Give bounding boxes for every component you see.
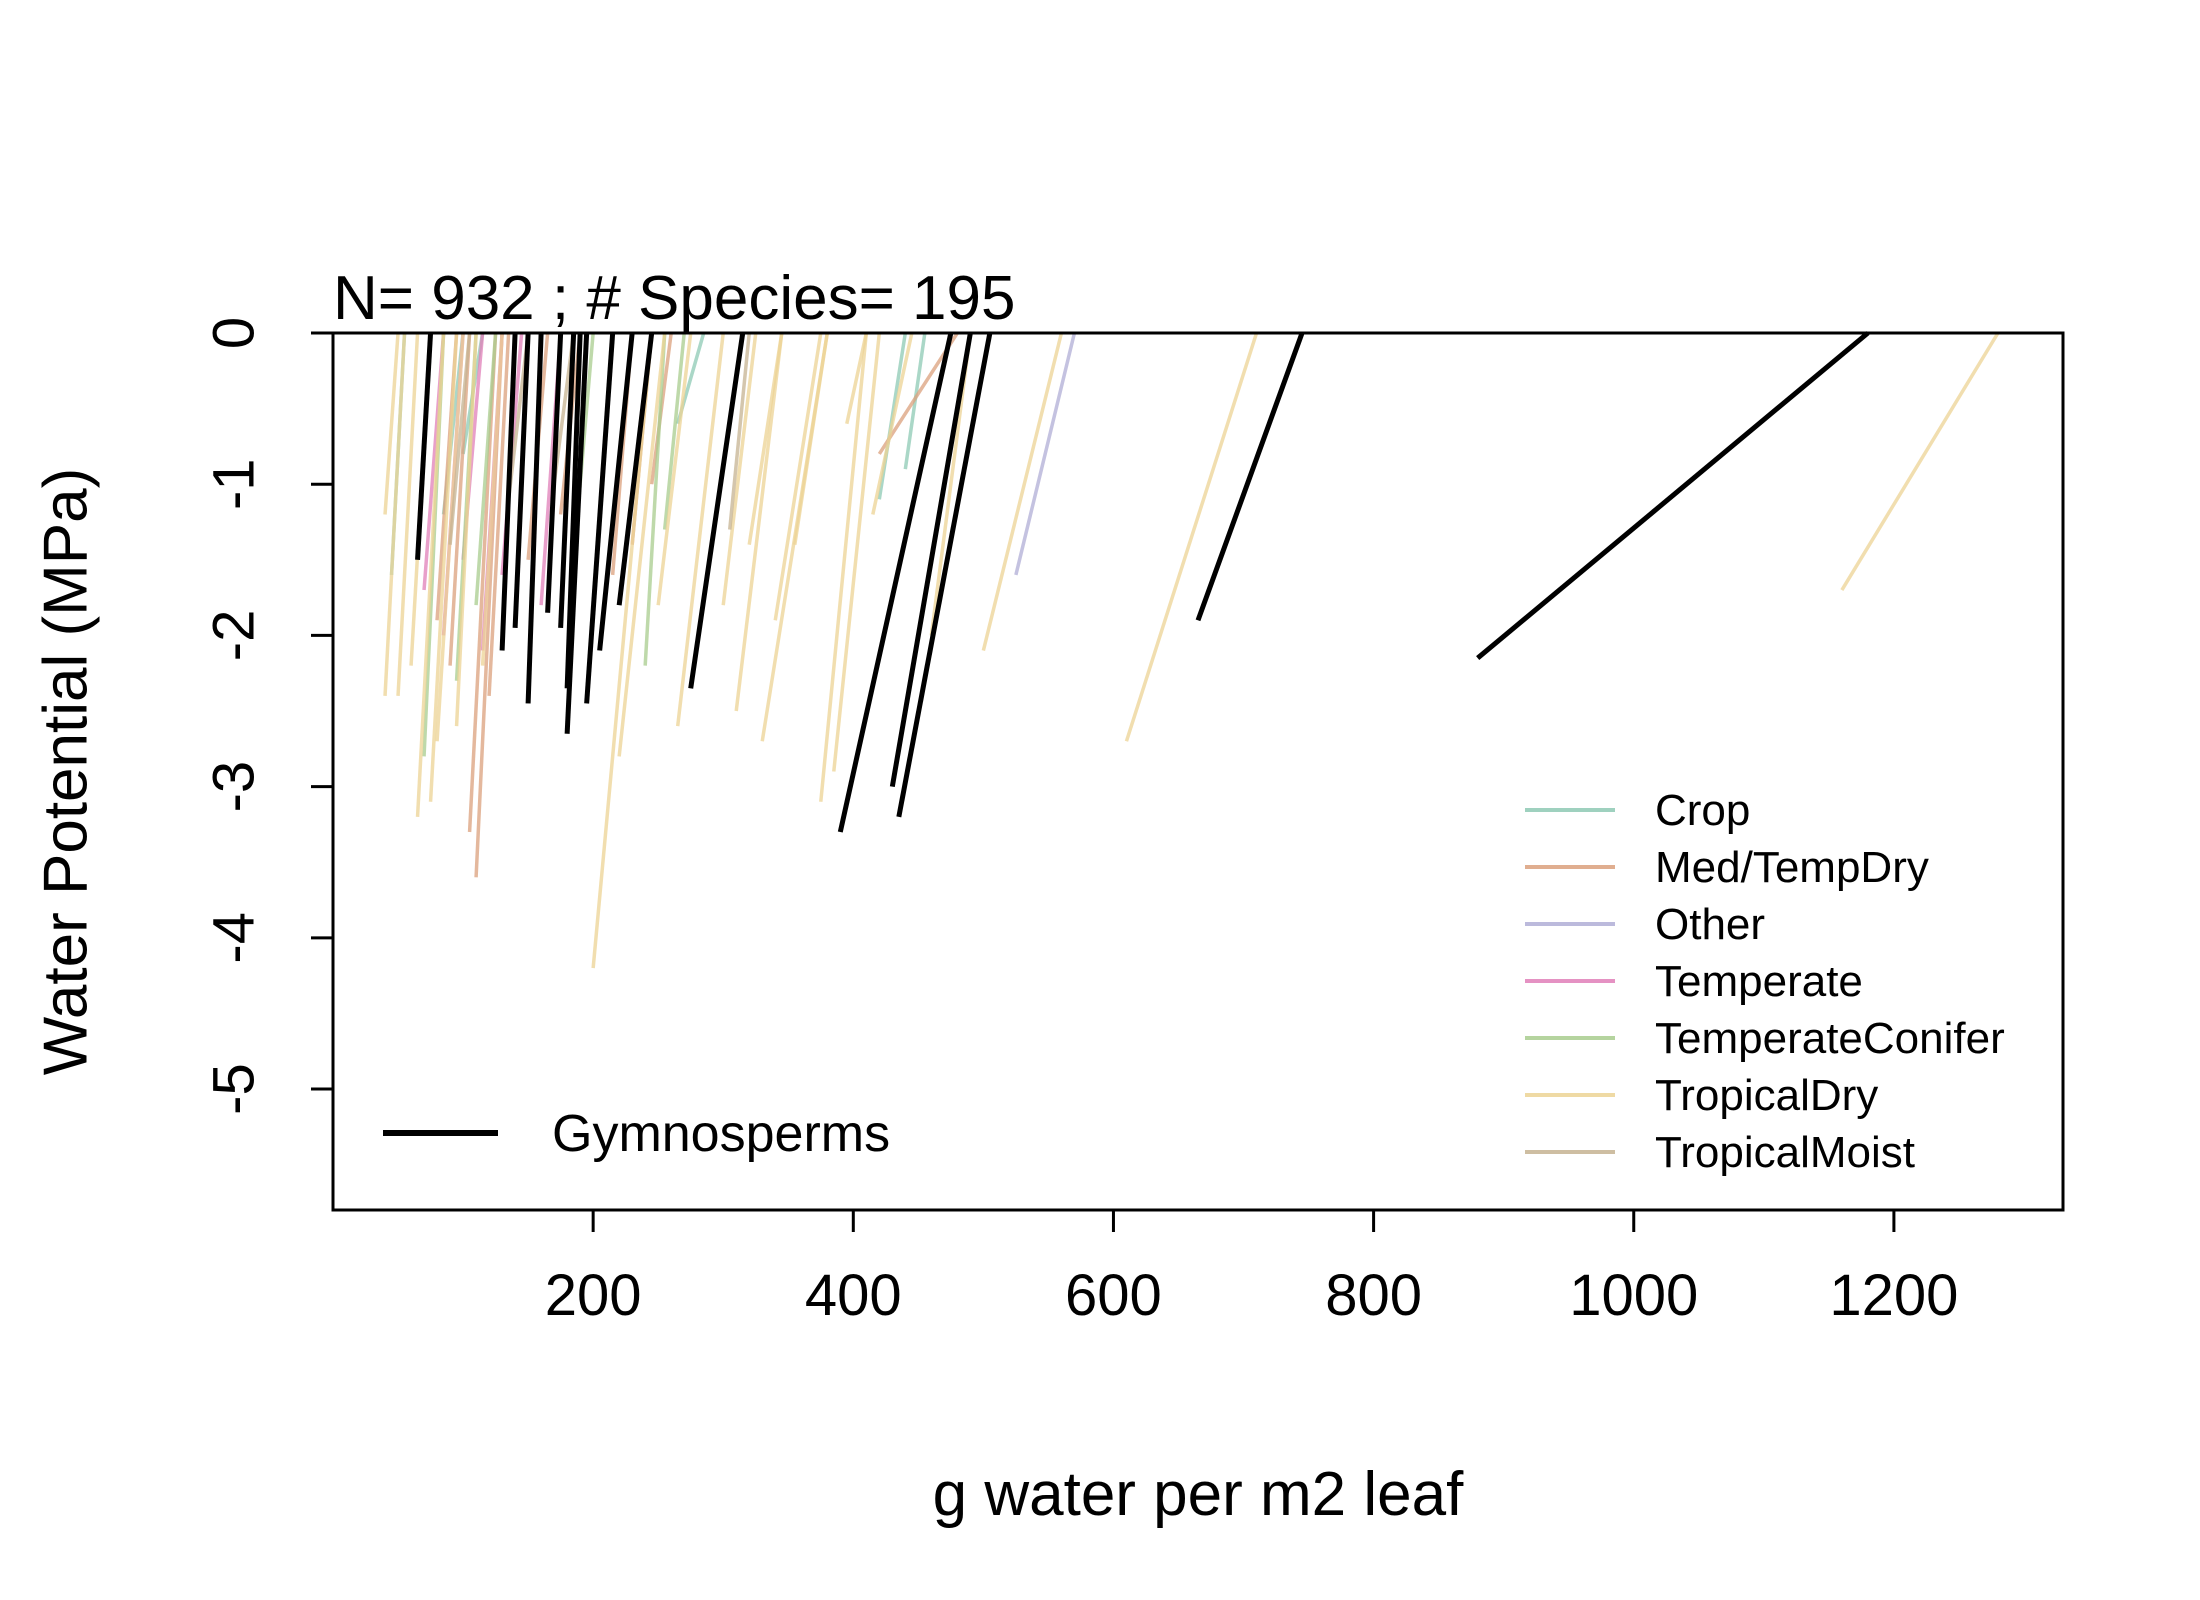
series-tropicaldry-segment-19 (819, 332, 869, 802)
legend-label-crop: Crop (1655, 786, 1750, 835)
series-tropicaldry-segment-2 (396, 332, 420, 696)
x-tick-label-800: 800 (1325, 1263, 1422, 1328)
series-gymnosperms-segment-7 (564, 332, 590, 734)
series-gymnosperms-segment-2 (512, 332, 531, 628)
legend-label-tropicaldry: TropicalDry (1655, 1071, 1878, 1120)
series-tropicaldry-segment-11 (656, 332, 693, 606)
y-tick-label--2: -2 (201, 610, 266, 662)
series-gymnosperms-segment-1 (499, 332, 518, 651)
x-axis: 200 400 600 800 1000 1200 (545, 1210, 1958, 1328)
series-gymnosperms-segment-15 (1195, 332, 1305, 622)
series-tropicaldry-segment-13 (721, 332, 758, 606)
legend-label-temperateconifer: TemperateConifer (1655, 1014, 2005, 1063)
series-tropicaldry-segment-1 (383, 332, 400, 515)
series-tropicaldry-segment-4 (415, 332, 446, 817)
series-tropicaldry-segment-10 (617, 332, 667, 757)
series-gymnosperms-segment-11 (688, 332, 746, 689)
series-gymnosperms-segment-4 (545, 332, 564, 613)
series-tropicaldry-segment-8 (480, 332, 504, 666)
y-axis: 0 -1 -2 -3 -4 -5 (201, 317, 333, 1115)
series-gymnosperms-segment-10 (616, 332, 655, 606)
series-gymnosperms-segment-3 (525, 332, 544, 704)
series-gymnosperms-segment-9 (597, 332, 635, 651)
series-tropicaldry-segment-7 (454, 332, 478, 727)
series-gymnosperms-segment-0 (415, 332, 434, 560)
series-tropicaldry-segment-5 (428, 332, 459, 802)
plot-frame (331, 331, 2065, 1212)
series-tropicaldry-segment-20 (832, 332, 882, 772)
plot-lines (383, 331, 2000, 969)
y-tick-label--3: -3 (201, 761, 266, 813)
y-axis-label: Water Potential (MPa) (32, 468, 101, 1076)
legend-label-tropicalmoist: TropicalMoist (1655, 1128, 1915, 1177)
series-tropicaldry-segment-0 (383, 332, 407, 696)
series-tropicaldry-segment-22 (871, 332, 914, 515)
series-gymnosperms-segment-5 (558, 332, 577, 628)
series-tropicaldry-segment-12 (675, 332, 725, 727)
series-temperateconifer-segment-5 (662, 332, 686, 530)
series-other-segment-0 (1014, 332, 1077, 576)
x-tick-label-600: 600 (1065, 1263, 1162, 1328)
x-tick-label-1000: 1000 (1569, 1263, 1698, 1328)
legend-label-other: Other (1655, 900, 1765, 949)
series-tropicaldry-segment-15 (747, 332, 784, 545)
series-temperateconifer-segment-4 (643, 332, 667, 666)
series-tropicaldry-segment-26 (1840, 332, 2000, 591)
series-gymnosperms-segment-16 (1476, 331, 1870, 661)
legend-groups: Crop Med/TempDry Other Temperate TemperateCo… (1525, 786, 2005, 1177)
series-tropicaldry-segment-14 (734, 332, 784, 712)
series-gymnosperms-segment-13 (889, 332, 973, 788)
series-tropicaldry-segment-17 (773, 332, 823, 621)
y-tick-label--5: -5 (201, 1063, 266, 1115)
series-tropicaldry-segment-9 (591, 332, 654, 969)
legend-gymnosperms-label: Gymnosperms (552, 1105, 890, 1163)
chart-title: N= 932 ; # Species= 195 (333, 264, 1015, 333)
x-tick-label-1200: 1200 (1829, 1263, 1958, 1328)
series-tropicalmoist-segment-0 (448, 332, 472, 545)
y-tick-label--1: -1 (201, 458, 266, 510)
series-gymnosperms-segment-14 (896, 332, 993, 818)
series-tropicaldry-segment-21 (845, 332, 869, 425)
series-gymnosperms-segment-8 (584, 332, 616, 704)
series-med-tempdry-segment-4 (487, 332, 511, 696)
series-gymnosperms-segment-6 (564, 332, 583, 689)
x-tick-label-200: 200 (545, 1263, 642, 1328)
series-tropicaldry-segment-18 (793, 332, 830, 545)
series-tropicaldry-segment-24 (981, 332, 1064, 651)
legend-label-temperate: Temperate (1655, 957, 1863, 1006)
series-tropicaldry-segment-25 (1124, 332, 1259, 742)
legend-gymnosperms: Gymnosperms (383, 1105, 890, 1163)
series-tropicalmoist-segment-3 (727, 332, 751, 530)
series-med-tempdry-segment-1 (448, 332, 472, 666)
x-tick-label-400: 400 (805, 1263, 902, 1328)
series-gymnosperms-segment-12 (837, 332, 954, 833)
y-tick-label--4: -4 (201, 912, 266, 964)
y-tick-label-0: 0 (201, 317, 266, 349)
legend-label-med-tempdry: Med/TempDry (1655, 843, 1929, 892)
x-axis-label: g water per m2 leaf (933, 1460, 1464, 1529)
series-temperateconifer-segment-2 (474, 332, 498, 606)
